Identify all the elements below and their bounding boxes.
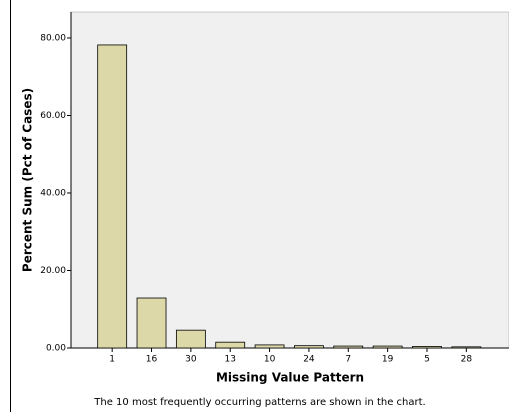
y-tick-label: 20.00 (40, 266, 66, 276)
bar (136, 297, 167, 349)
bar (97, 44, 128, 349)
bar (254, 344, 285, 349)
footnote: The 10 most frequently occurring pattern… (93, 397, 425, 408)
y-tick-label: 0.00 (46, 344, 66, 354)
x-tick-label: 5 (424, 355, 430, 365)
y-tick-label: 80.00 (40, 33, 66, 43)
x-tick-label: 24 (303, 355, 315, 365)
y-tick-label: 60.00 (40, 111, 66, 121)
bar (175, 329, 206, 349)
bar (372, 345, 403, 349)
x-axis-title: Missing Value Pattern (216, 371, 364, 385)
x-tick-label: 1 (109, 355, 115, 365)
x-tick-label: 10 (264, 355, 276, 365)
bar (333, 345, 364, 349)
x-tick-label: 28 (461, 355, 473, 365)
bar (412, 346, 442, 349)
bar (451, 346, 482, 349)
x-tick-label: 13 (224, 355, 235, 365)
y-tick-label: 40.00 (40, 188, 66, 198)
x-tick-label: 30 (185, 355, 197, 365)
plot-area (70, 11, 509, 349)
bar (215, 341, 246, 349)
x-tick-label: 7 (345, 355, 351, 365)
bar (294, 345, 324, 349)
x-tick-label: 19 (382, 355, 394, 365)
y-axis-title: Percent Sum (Pct of Cases) (21, 88, 35, 272)
x-tick-label: 16 (146, 355, 158, 365)
